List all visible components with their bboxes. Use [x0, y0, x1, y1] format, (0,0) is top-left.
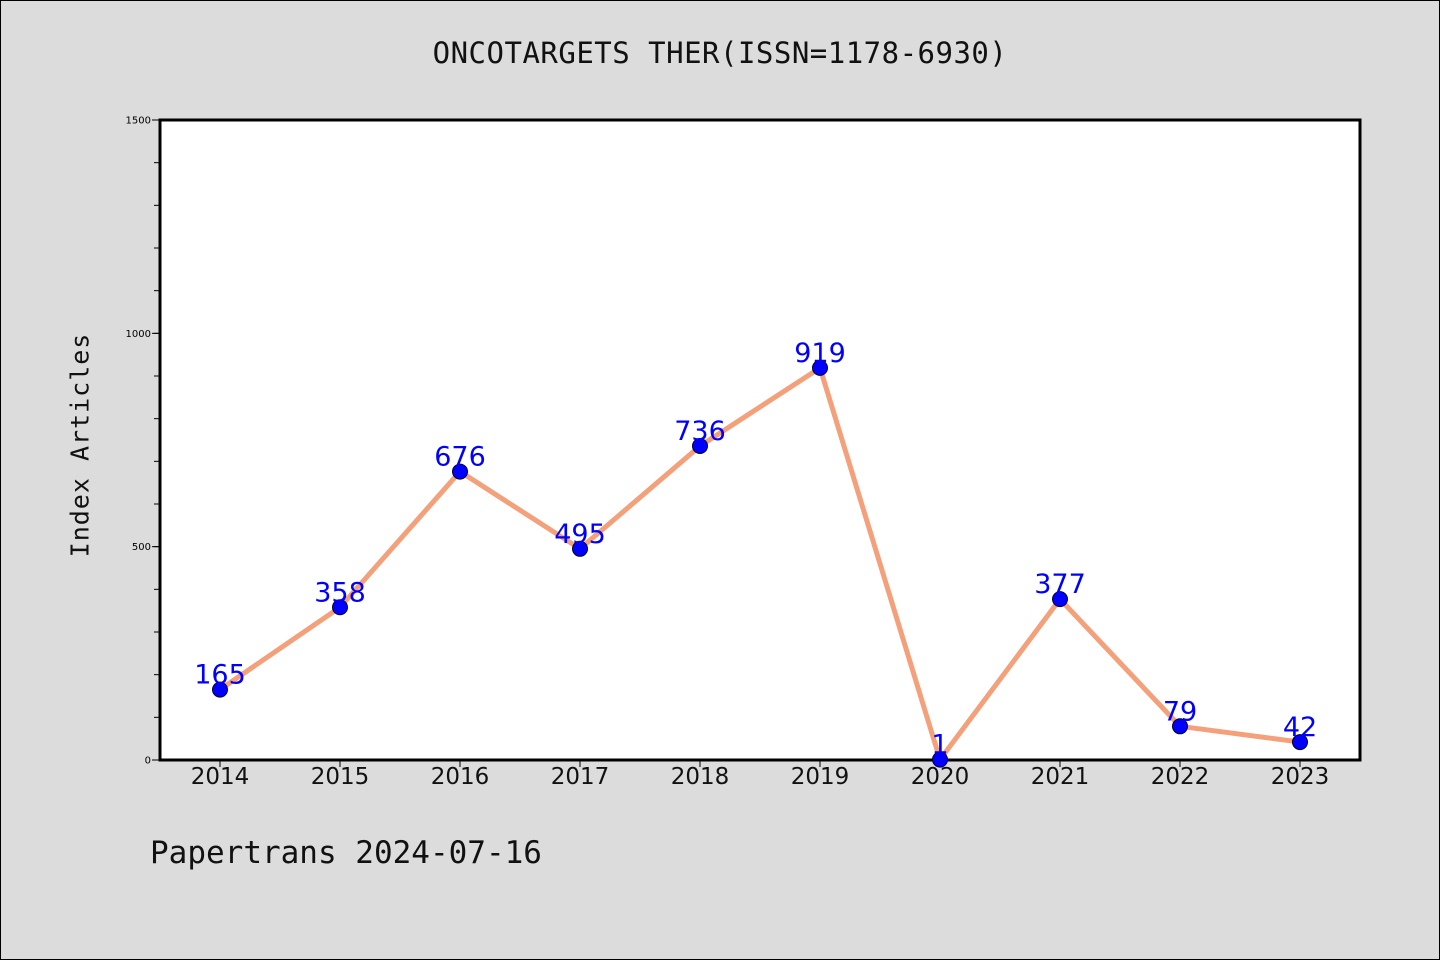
- data-label-2015: 358: [314, 577, 366, 608]
- y-tick-label: 1000: [126, 329, 151, 340]
- chart-title: ONCOTARGETS THER(ISSN=1178-6930): [432, 36, 1008, 70]
- data-point-2018: [692, 437, 708, 454]
- x-tick-label: 2016: [431, 764, 490, 790]
- data-label-2022: 79: [1163, 696, 1197, 727]
- data-label-2023: 42: [1283, 712, 1317, 743]
- data-point-2019: [812, 359, 828, 376]
- data-point-2014: [212, 681, 228, 698]
- series-line-group: [218, 363, 1301, 766]
- x-tick-label: 2014: [191, 764, 250, 790]
- x-tick-label: 2017: [551, 764, 610, 790]
- data-point-2016: [452, 463, 468, 480]
- data-point-2023: [1292, 734, 1308, 751]
- x-tick-label: 2019: [791, 764, 850, 790]
- x-tick-label: 2015: [311, 764, 370, 790]
- data-point-2022: [1172, 718, 1188, 735]
- x-tick-label: 2022: [1151, 764, 1210, 790]
- data-label-2019: 919: [794, 338, 846, 369]
- x-tick-label: 2020: [911, 764, 970, 790]
- data-point-2020: [932, 751, 948, 768]
- data-label-2020: 1: [931, 730, 948, 761]
- data-label-2014: 165: [194, 660, 246, 691]
- x-tick-label: 2021: [1031, 764, 1090, 790]
- series-line: [218, 363, 1301, 766]
- footer-watermark: Papertrans 2024-07-16: [150, 835, 542, 871]
- series-markers: [212, 359, 1308, 768]
- plot-area: [158, 118, 1362, 762]
- data-label-2021: 377: [1034, 569, 1086, 600]
- x-tick-label: 2023: [1271, 764, 1330, 790]
- y-tick-label: 0: [145, 756, 151, 767]
- data-point-2021: [1052, 591, 1068, 608]
- data-label-2018: 736: [674, 416, 726, 447]
- y-tick-label: 1500: [126, 116, 151, 127]
- x-axis-ticks: 2014 2015 2016 2017 2018 2019 2020 2021 2022 2023: [191, 760, 1330, 790]
- y-tick-label: 500: [132, 542, 151, 553]
- data-labels: 165 358 676 495 736 919 1 377 79 42: [194, 338, 1317, 761]
- data-point-2015: [332, 599, 348, 616]
- x-tick-label: 2018: [671, 764, 730, 790]
- y-axis-ticks: 0 500 1000 1500: [126, 116, 160, 767]
- data-point-2017: [572, 540, 588, 557]
- data-label-2016: 676: [434, 442, 486, 473]
- data-label-2017: 495: [554, 519, 606, 550]
